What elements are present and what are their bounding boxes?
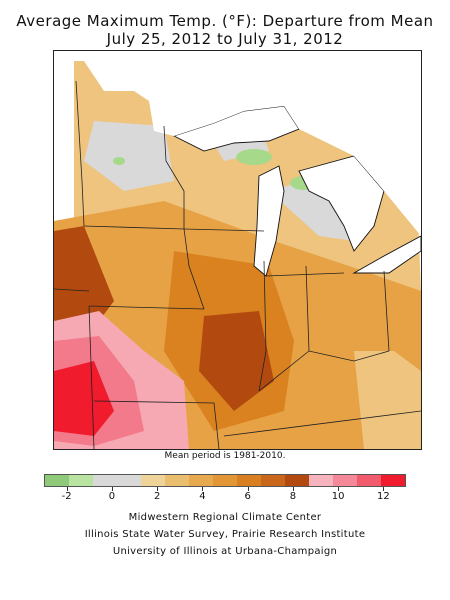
legend-tick: [383, 487, 385, 491]
credit-mrcc: Midwestern Regional Climate Center: [128, 512, 322, 523]
legend-tick-label: -2: [61, 491, 72, 502]
region-red-southwest: [54, 361, 114, 436]
legend-swatch: [333, 475, 357, 486]
map-frame: [53, 50, 422, 450]
legend-swatch: [309, 475, 333, 486]
border-oh-east: [383, 270, 390, 352]
legend-swatch: [141, 475, 165, 486]
legend-swatch: [165, 475, 189, 486]
legend-tick: [111, 487, 113, 491]
border-mn-wi: [163, 125, 185, 229]
map-title: Average Maximum Temp. (°F): Departure fr…: [16, 12, 434, 30]
legend-tick-label: 10: [331, 491, 345, 502]
border-mi-in: [265, 272, 345, 277]
legend-tick-label: 6: [244, 491, 251, 502]
color-legend: [44, 474, 406, 487]
region-light-east: [354, 351, 421, 449]
legend-tick: [247, 487, 249, 491]
border-il-in: [258, 260, 267, 392]
canada-area: [84, 51, 421, 236]
region-green-mn: [113, 157, 125, 165]
credit-isws: Illinois State Water Survey, Prairie Res…: [84, 529, 366, 540]
legend-swatch: [237, 475, 261, 486]
border-ia-mo: [88, 305, 205, 310]
region-brown-core: [199, 311, 274, 411]
legend-swatch: [261, 475, 285, 486]
map-date-range: July 25, 2012 to July 31, 2012: [106, 30, 344, 48]
legend-swatch: [213, 475, 237, 486]
border-ks-mo: [88, 305, 95, 449]
credit-uiuc: University of Illinois at Urbana-Champai…: [112, 546, 338, 557]
border-ky-tn: [223, 410, 421, 437]
legend-swatch: [381, 475, 405, 486]
legend-tick-label: 0: [108, 491, 116, 502]
great-lakes: [84, 51, 421, 277]
departure-map: [54, 51, 421, 449]
border-in-oh: [305, 265, 310, 352]
legend-tick: [338, 487, 340, 491]
lake-huron: [298, 155, 385, 252]
border-ne-ks: [54, 288, 90, 292]
legend-swatch: [93, 475, 117, 486]
border-ia-il: [183, 228, 205, 310]
legend-swatch: [69, 475, 93, 486]
border-ky-north: [258, 350, 390, 392]
legend-tick: [157, 487, 159, 491]
legend-tick: [66, 487, 68, 491]
legend-swatch: [357, 475, 381, 486]
border-mn-dakota: [75, 80, 85, 227]
lake-michigan: [253, 165, 285, 277]
lake-erie: [352, 235, 421, 274]
state-boundaries: [54, 80, 421, 449]
legend-swatch: [117, 475, 141, 486]
legend-tick-label: 2: [153, 491, 161, 502]
border-mo-south: [93, 400, 220, 449]
legend-swatch: [285, 475, 309, 486]
mean-period-note: Mean period is 1981-2010.: [164, 451, 286, 461]
border-wi-ia: [83, 225, 185, 230]
legend-swatch: [45, 475, 69, 486]
region-gray-northwest: [84, 121, 174, 191]
border-il-wi: [183, 228, 265, 232]
legend-swatch: [189, 475, 213, 486]
legend-tick-label: 4: [199, 491, 206, 502]
legend-tick-label: 8: [289, 491, 297, 502]
legend-tick-label: 12: [377, 491, 390, 502]
legend-tick: [292, 487, 294, 491]
legend-tick: [202, 487, 204, 491]
region-green-upper-peninsula: [236, 149, 272, 165]
